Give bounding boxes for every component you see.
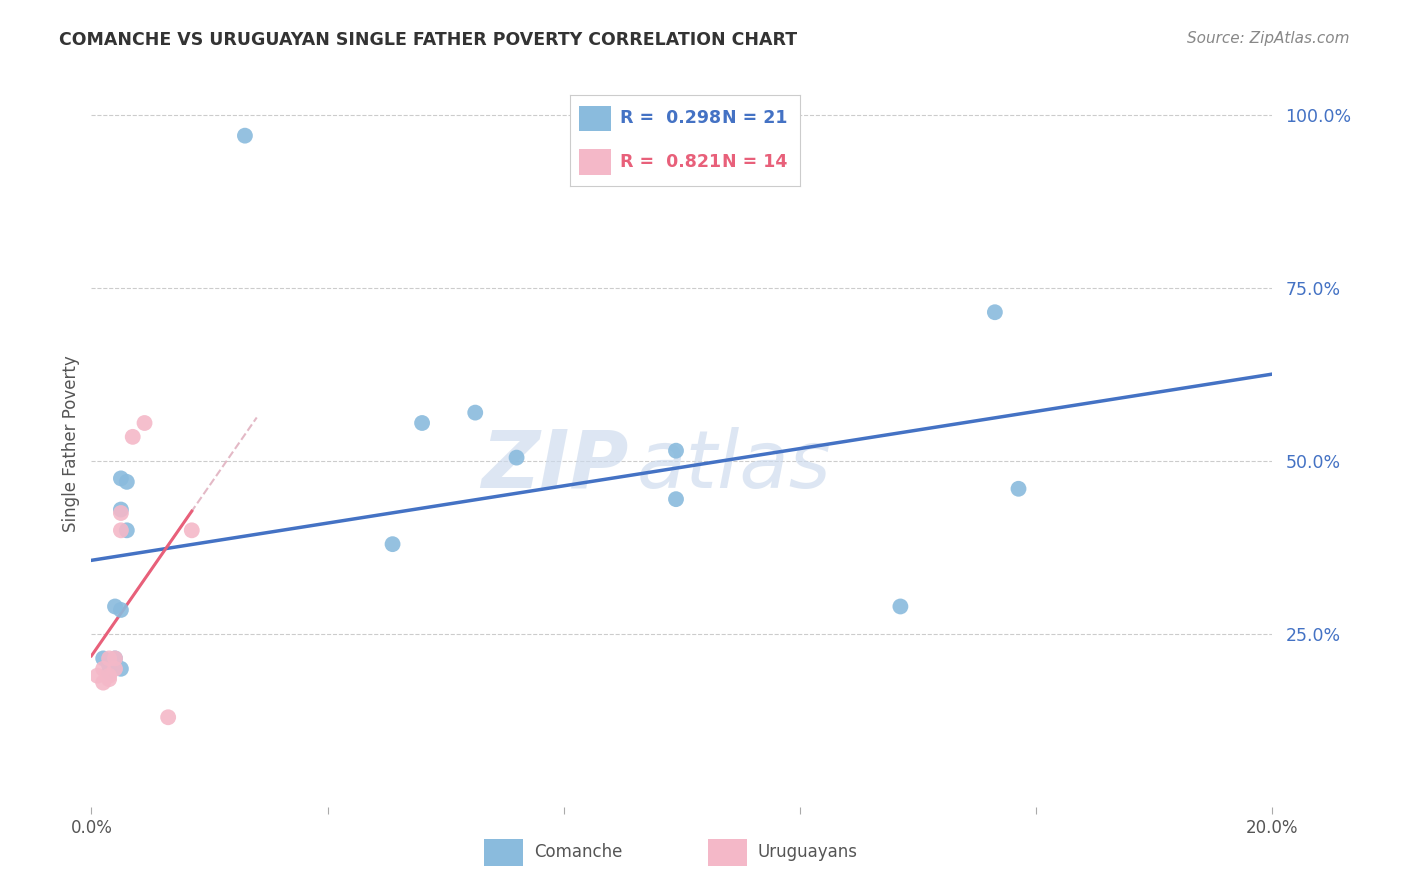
Point <box>889 599 911 614</box>
Point <box>110 662 132 676</box>
Point <box>91 675 114 690</box>
Point <box>98 651 121 665</box>
Point <box>180 524 202 538</box>
Point <box>233 128 256 143</box>
Point <box>411 416 433 430</box>
Point <box>91 651 114 665</box>
Point <box>110 471 132 485</box>
Point <box>104 651 127 665</box>
Point <box>157 710 180 724</box>
Point <box>104 599 127 614</box>
Point <box>464 406 486 420</box>
Point <box>110 502 132 516</box>
Point <box>1007 482 1029 496</box>
Point <box>665 492 688 507</box>
Point <box>665 443 688 458</box>
Point <box>86 669 108 683</box>
Point <box>121 430 143 444</box>
Point <box>381 537 404 551</box>
Text: ZIP: ZIP <box>481 426 628 505</box>
Text: atlas: atlas <box>637 426 832 505</box>
Point <box>98 658 121 673</box>
Point <box>110 603 132 617</box>
Point <box>91 662 114 676</box>
Point <box>110 506 132 520</box>
Point <box>104 651 127 665</box>
Point <box>98 669 121 683</box>
Point <box>104 662 127 676</box>
Point <box>134 416 156 430</box>
Text: Source: ZipAtlas.com: Source: ZipAtlas.com <box>1187 31 1350 46</box>
Point <box>98 665 121 680</box>
Point <box>115 475 138 489</box>
Y-axis label: Single Father Poverty: Single Father Poverty <box>62 355 80 533</box>
Point <box>110 524 132 538</box>
Text: COMANCHE VS URUGUAYAN SINGLE FATHER POVERTY CORRELATION CHART: COMANCHE VS URUGUAYAN SINGLE FATHER POVE… <box>59 31 797 49</box>
Point <box>984 305 1007 319</box>
Point <box>505 450 527 465</box>
Point <box>98 672 121 686</box>
Point <box>115 524 138 538</box>
